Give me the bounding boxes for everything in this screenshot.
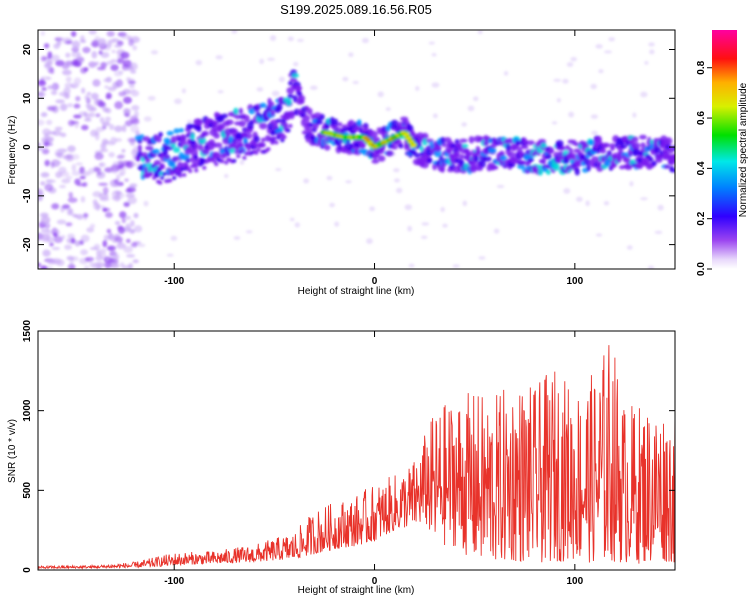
snr-y-tick-label: 1000 (22, 399, 33, 422)
spectrogram-y-tick-label: -20 (22, 237, 33, 252)
spectrogram-x-tick-label: 0 (372, 276, 378, 287)
colorbar-tick-label: 0.2 (696, 211, 707, 225)
spectrogram-y-tick-label: -10 (22, 188, 33, 203)
colorbar-tick-label: 0.8 (696, 60, 707, 74)
spectrogram-y-tick-label: 0 (22, 144, 33, 150)
colorbar-gradient (712, 30, 737, 269)
chart-title: S199.2025.089.16.56.R05 (280, 2, 432, 17)
spectrogram-y-axis-label: Frequency (Hz) (7, 116, 18, 185)
snr-y-tick-label: 0 (22, 567, 33, 573)
snr-x-axis-label: Height of straight line (km) (298, 585, 415, 596)
colorbar-label: Normalized spectral amplitude (738, 82, 749, 217)
colorbar-tick-label: 0.0 (696, 262, 707, 276)
snr-x-tick-label: 100 (566, 576, 583, 587)
snr-x-tick-label: 0 (372, 576, 378, 587)
spectrogram-frame (37, 29, 676, 270)
spectrogram-heatmap (38, 30, 675, 269)
spectrogram-x-tick-label: 100 (566, 276, 583, 287)
colorbar-tick-label: 0.6 (696, 111, 707, 125)
snr-x-tick-label: -100 (164, 576, 184, 587)
spectrogram-y-tick-label: 10 (22, 92, 33, 104)
colorbar: 0.0 0.2 0.4 0.6 0.8 Normalized spectral ampl… (696, 30, 749, 276)
spectrogram-x-axis-label: Height of straight line (km) (298, 286, 415, 297)
snr-frame (37, 330, 676, 571)
colorbar-ticks: 0.0 0.2 0.4 0.6 0.8 (696, 60, 712, 276)
snr-series-line (38, 345, 675, 570)
snr-y-tick-label: 1500 (22, 319, 33, 342)
spectrogram-y-tick-label: 20 (22, 44, 33, 56)
snr-y-axis-label: SNR (10 * v/v) (7, 419, 18, 483)
spectrogram-x-tick-label: -100 (164, 276, 184, 287)
snr-y-tick-label: 500 (22, 482, 33, 499)
colorbar-tick-label: 0.4 (696, 161, 707, 175)
